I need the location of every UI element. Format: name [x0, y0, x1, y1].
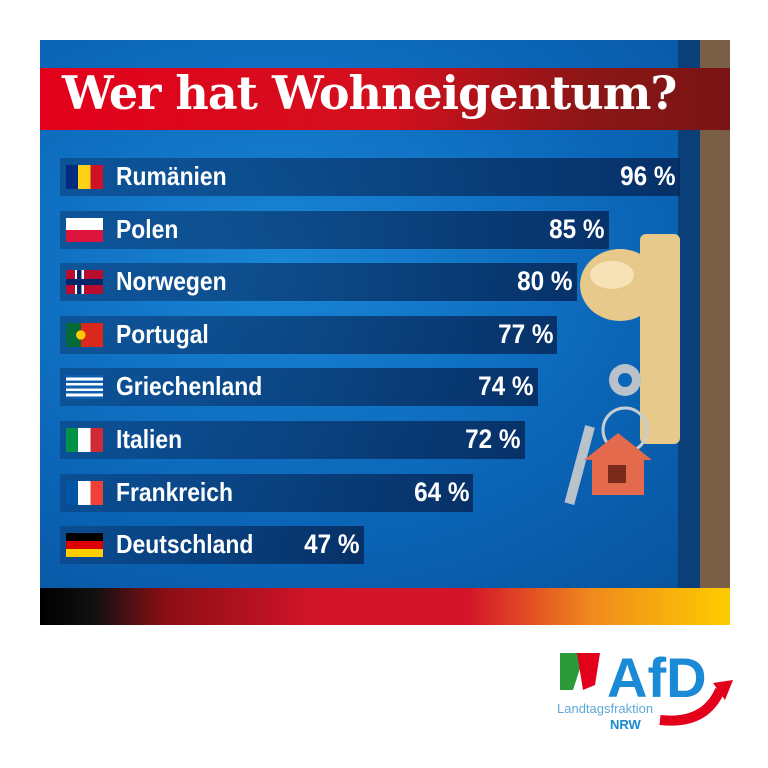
category-label: Polen	[116, 213, 179, 244]
chart-title: Wer hat Wohneigentum?	[62, 66, 677, 120]
color-stripe	[40, 588, 730, 625]
bar-0	[60, 158, 680, 196]
portugal-flag-icon	[66, 322, 103, 347]
data-label: 74 %	[478, 371, 534, 402]
category-label: Portugal	[116, 318, 209, 349]
category-label: Griechenland	[116, 371, 263, 402]
category-label: Frankreich	[116, 476, 233, 507]
afd-logo: AfD Landtagsfraktion NRW	[557, 646, 733, 732]
data-label: 72 %	[465, 424, 521, 454]
bar-4	[60, 368, 538, 407]
germany-flag-icon	[66, 533, 103, 558]
category-label: Italien	[116, 424, 183, 454]
data-label: 77 %	[497, 318, 554, 349]
category-label: Deutschland	[116, 529, 254, 560]
bar-5	[60, 421, 525, 459]
bar-7	[60, 526, 364, 565]
bar-3	[60, 315, 558, 354]
data-label: 80 %	[517, 266, 573, 297]
logo-line1: Landtagsfraktion	[557, 701, 653, 716]
category-label: Rumänien	[116, 161, 227, 191]
svg-text:AfD: AfD	[607, 646, 707, 709]
data-label: 85 %	[549, 213, 605, 244]
bar-6	[60, 473, 474, 512]
data-label: 96 %	[620, 161, 676, 191]
romania-flag-icon	[66, 165, 103, 189]
category-label: Norwegen	[116, 266, 227, 297]
italy-flag-icon	[66, 428, 103, 452]
title-band	[40, 68, 730, 130]
poland-flag-icon	[66, 217, 103, 242]
data-label: 64 %	[413, 476, 470, 507]
house-keychain-icon	[584, 433, 652, 495]
door-frame	[700, 40, 730, 588]
logo-line2: NRW	[610, 717, 642, 732]
greece-flag-icon	[66, 375, 103, 400]
norway-flag-icon	[66, 270, 103, 295]
door-edge	[678, 40, 700, 588]
bar-2	[60, 263, 577, 302]
data-label: 47 %	[304, 529, 360, 560]
bar-1	[60, 210, 609, 249]
door-knob-key-illustration	[564, 234, 680, 506]
france-flag-icon	[66, 480, 103, 505]
